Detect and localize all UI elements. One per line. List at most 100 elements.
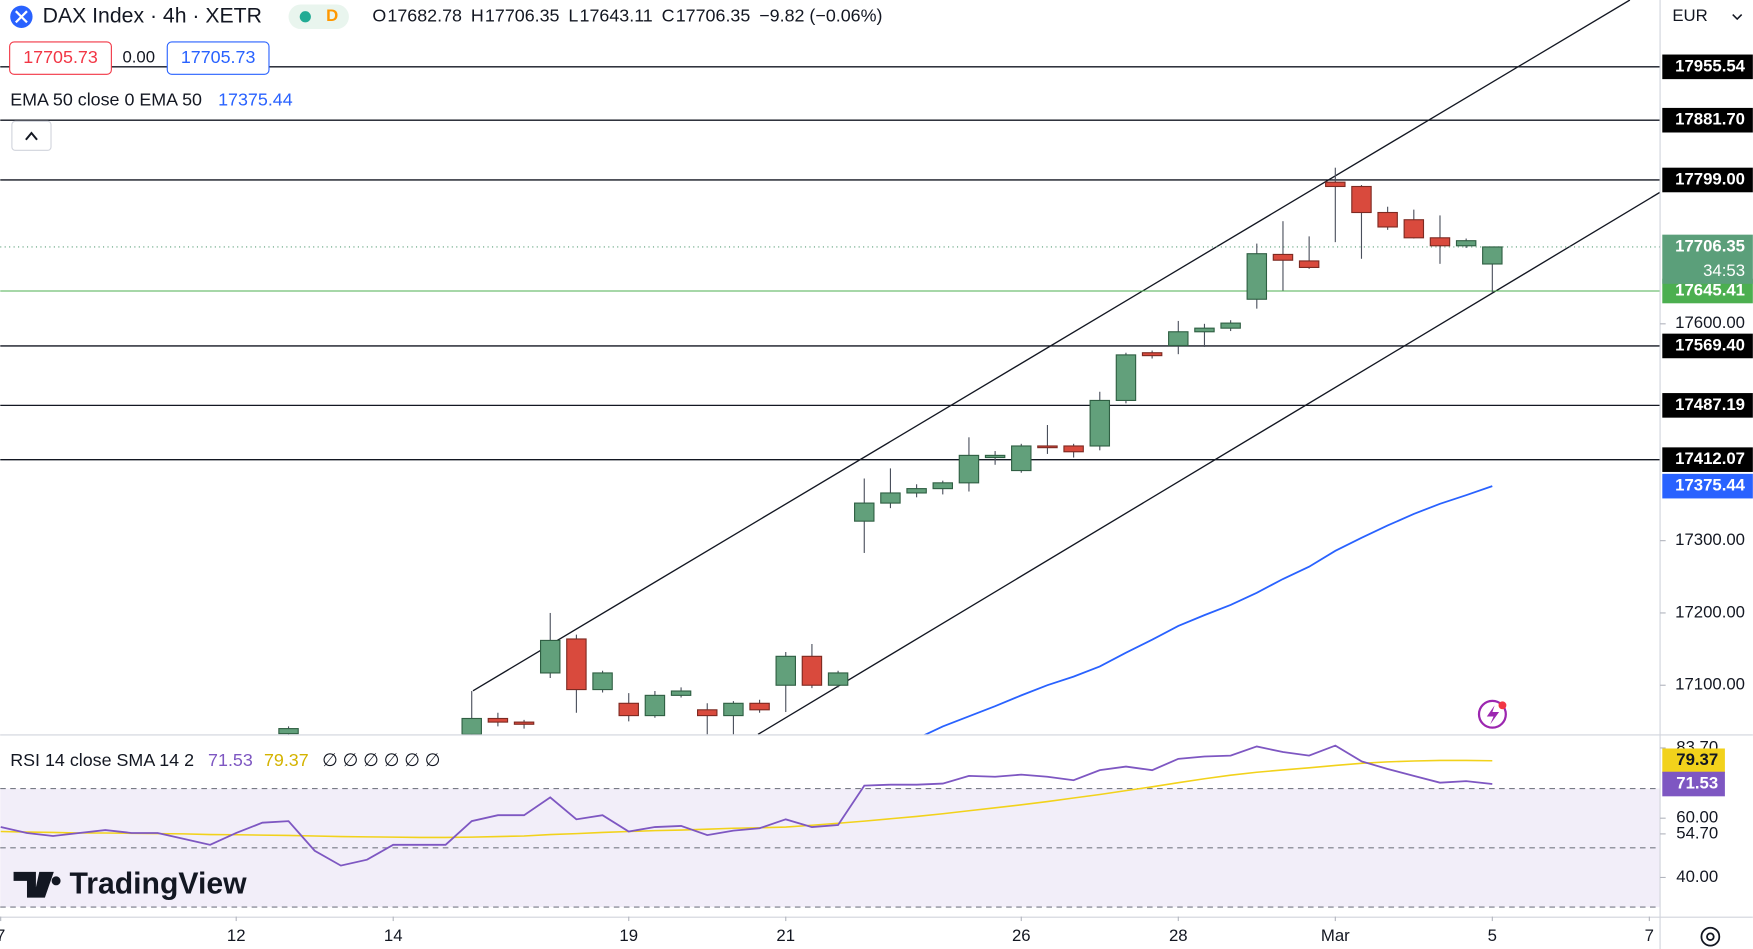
collapse-button[interactable]	[11, 120, 52, 151]
candle-body	[513, 721, 535, 725]
candle-body	[644, 694, 666, 717]
candle-body	[1298, 260, 1320, 269]
candle-body	[487, 717, 509, 723]
ohlc-value: 17643.11	[580, 5, 653, 25]
candle-body	[1089, 399, 1111, 447]
support-label: 17645.41	[1675, 280, 1745, 299]
settings-icon-core	[1706, 932, 1715, 941]
ask: 17705.73	[181, 47, 256, 67]
last-price-label: 17706.35	[1675, 236, 1745, 255]
candle-body	[539, 639, 561, 674]
last-price-label-box	[1662, 234, 1753, 284]
x-tick-label: 7	[0, 926, 5, 945]
brand-name: TradingView	[69, 867, 247, 900]
candle-body	[932, 482, 954, 490]
symbol-icon-mark	[15, 10, 28, 24]
ohlc-key: H	[471, 5, 484, 25]
candle-body	[1482, 246, 1503, 265]
candle-body	[749, 702, 770, 711]
candle-body	[1220, 322, 1241, 329]
candle-body	[906, 488, 927, 494]
change: −9.82 (−0.06%)	[759, 5, 882, 25]
interval-badge: D	[326, 6, 338, 25]
candle-body	[1011, 445, 1032, 472]
ohlc-key: C	[662, 5, 675, 25]
level-label: 17487.19	[1675, 395, 1745, 414]
candle-body	[880, 492, 901, 504]
candle-body	[1141, 352, 1163, 357]
candle-body	[1455, 240, 1477, 247]
level-label-box	[1662, 54, 1753, 80]
candle-body	[1351, 185, 1372, 214]
candle-body	[278, 728, 299, 735]
level-label: 17412.07	[1675, 449, 1745, 468]
alert-icon[interactable]	[1477, 699, 1507, 729]
candle-body	[854, 502, 875, 522]
candle-body	[1037, 445, 1058, 449]
candle-body	[592, 672, 613, 691]
candle-body	[1377, 211, 1398, 228]
rsi-sma-line	[0, 759, 1493, 839]
candle-body	[1168, 331, 1189, 347]
ema-title: EMA 50 close 0 EMA 50	[10, 89, 202, 109]
alert-dot	[1498, 701, 1507, 710]
level-label: 17799.00	[1675, 169, 1745, 188]
status-dot	[299, 11, 311, 23]
spread: 0.00	[122, 48, 155, 67]
candle-body	[1194, 327, 1215, 333]
rsi-value-axis-label: 71.53	[1676, 773, 1718, 792]
x-tick-label: 14	[384, 926, 403, 945]
rsi-value: 71.53	[208, 750, 253, 770]
settings-icon[interactable]	[1700, 926, 1721, 947]
rsi-sma-axis-label: 79.37	[1676, 750, 1718, 769]
rsi-title: RSI 14 close SMA 14 2	[10, 750, 194, 770]
rsi-line	[0, 744, 1493, 867]
symbol-title: DAX Index · 4h · XETR	[43, 4, 262, 27]
y-tick-label: 17200.00	[1675, 602, 1745, 621]
y-tick-label: 17600.00	[1675, 313, 1745, 332]
channel-lower	[757, 191, 1661, 735]
price-pane	[0, 0, 1661, 735]
candle-body	[670, 690, 692, 696]
y-tick-label: 17100.00	[1675, 675, 1745, 694]
ohlc-key: O	[372, 5, 386, 25]
rsi-tick-label: 54.70	[1676, 823, 1718, 842]
candle-body	[1429, 237, 1451, 247]
bid-box[interactable]	[9, 41, 112, 75]
alert-bolt	[1486, 705, 1500, 725]
ema-label-box	[1662, 473, 1753, 499]
candle-body	[984, 454, 1006, 459]
bid: 17705.73	[23, 47, 98, 67]
x-tick-label: Mar	[1321, 926, 1350, 945]
candle-body	[1115, 354, 1137, 402]
candle-body	[1272, 253, 1294, 261]
x-tick-label: 28	[1169, 926, 1188, 945]
brand-logo	[13, 871, 61, 898]
currency-box[interactable]	[1662, 0, 1753, 34]
ema-label: 17375.44	[1675, 476, 1746, 495]
rsi-tick-label: 40.00	[1676, 867, 1718, 886]
currency-chevron	[1732, 13, 1743, 21]
level-label: 17881.70	[1675, 110, 1745, 129]
level-label-box	[1662, 393, 1753, 418]
candle-body	[618, 702, 639, 717]
rsi-value-box	[1662, 771, 1725, 797]
candle-body	[775, 655, 796, 686]
ohlc-value: 17706.35	[485, 5, 560, 25]
candle-body	[827, 672, 849, 686]
x-tick-label: 21	[776, 926, 795, 945]
candle-body	[461, 717, 482, 735]
x-tick-label: 5	[1488, 926, 1497, 945]
status-pill	[288, 4, 349, 30]
y-tick-label: 17300.00	[1675, 530, 1745, 549]
rsi-sma-value: 79.37	[264, 750, 309, 770]
candle-body	[801, 655, 823, 686]
rsi-extra: ∅ ∅ ∅ ∅ ∅ ∅	[322, 750, 440, 770]
level-label: 17955.54	[1675, 56, 1746, 75]
ask-box[interactable]	[166, 41, 270, 75]
level-label-box	[1662, 333, 1753, 359]
last-price-label: 34:53	[1703, 261, 1745, 280]
